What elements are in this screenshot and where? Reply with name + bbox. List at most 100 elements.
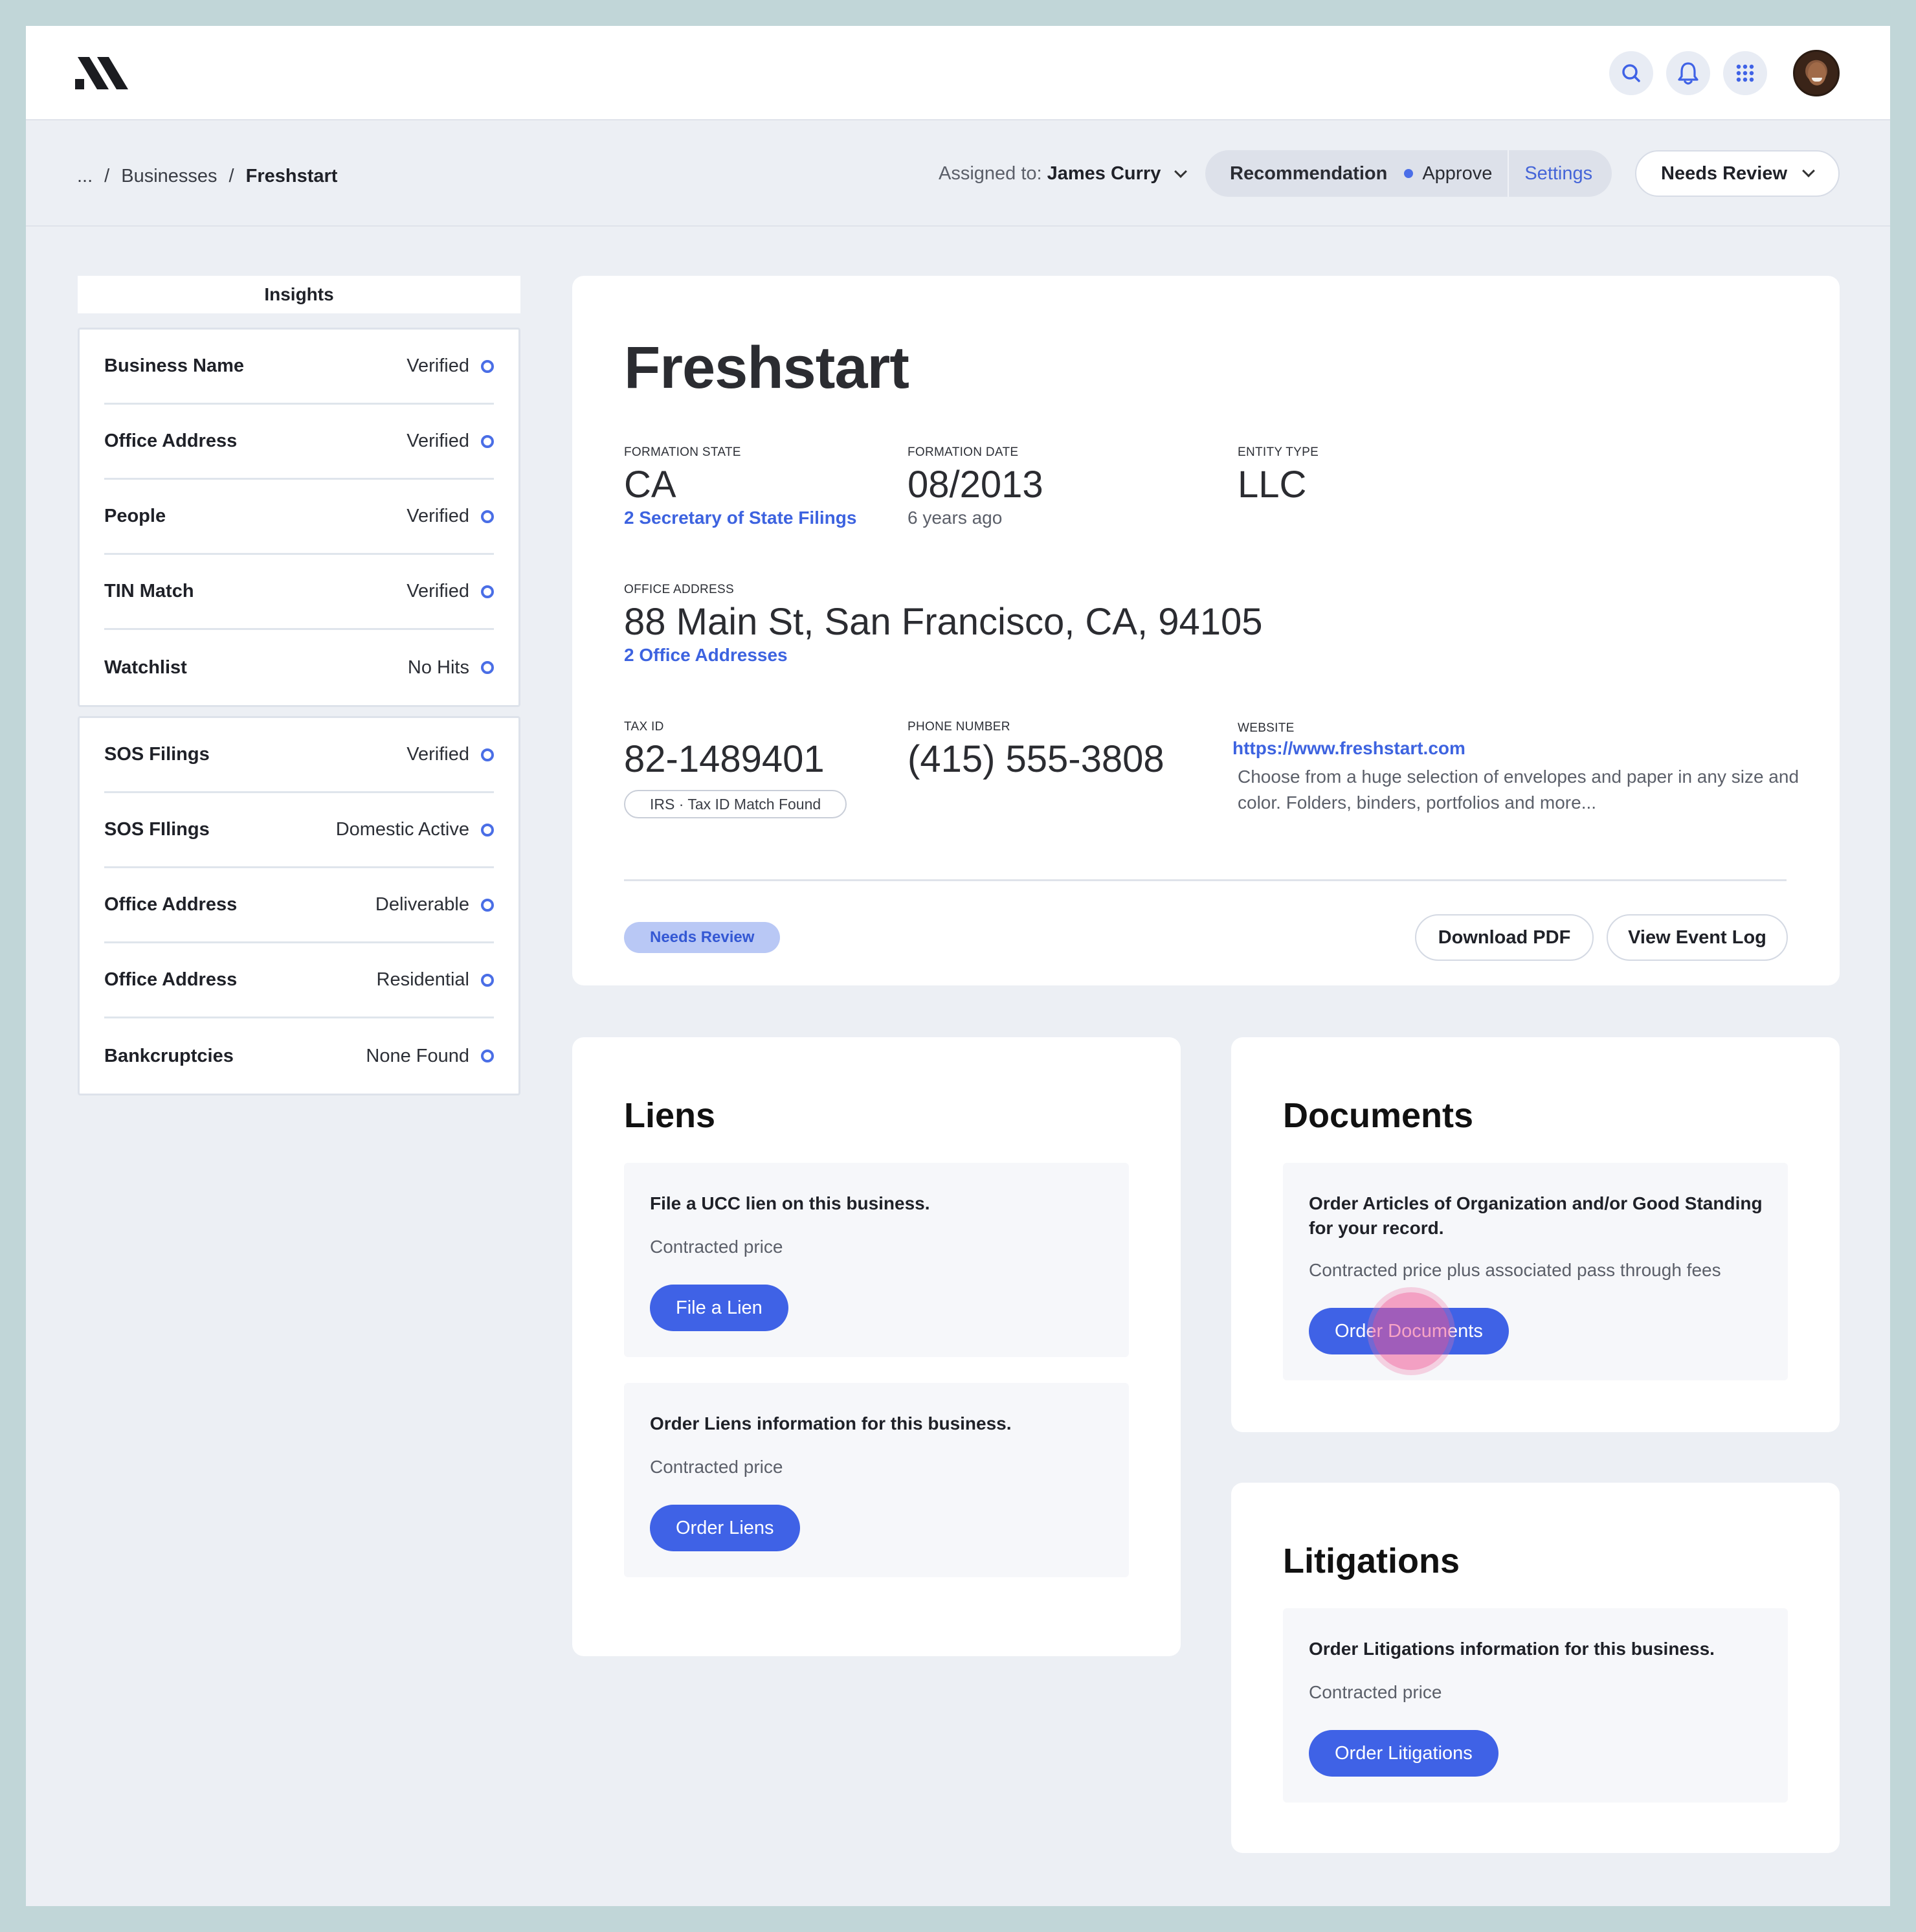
insight-status: Residential bbox=[377, 969, 494, 991]
assigned-to-dropdown[interactable]: Assigned to: James Curry bbox=[939, 163, 1188, 185]
insight-value: No Hits bbox=[407, 657, 469, 678]
logo-icon[interactable] bbox=[75, 57, 131, 89]
recommendation-value: Approve bbox=[1422, 163, 1493, 184]
panel-heading: Order Liens information for this busines… bbox=[650, 1413, 1012, 1433]
status-ring-icon bbox=[481, 510, 494, 523]
sub-header: ... / Businesses / Freshstart Assigned t… bbox=[26, 120, 1890, 227]
tin-match-pill: IRS · Tax ID Match Found bbox=[624, 790, 847, 818]
insight-row[interactable]: SOS Filings Verified bbox=[104, 718, 494, 793]
insight-row[interactable]: TIN Match Verified bbox=[104, 555, 494, 630]
insight-row[interactable]: Office Address Deliverable bbox=[104, 868, 494, 943]
formation-date-field: Formation Date 08/2013 6 years ago bbox=[908, 445, 1043, 528]
insight-status: Verified bbox=[407, 744, 494, 765]
download-pdf-button[interactable]: Download PDF bbox=[1415, 914, 1594, 961]
order-litigations-panel: Order Litigations information for this b… bbox=[1283, 1608, 1788, 1803]
liens-card: Liens File a UCC lien on this business. … bbox=[572, 1037, 1181, 1656]
insight-label: Bankcruptcies bbox=[104, 1045, 234, 1066]
litigations-card: Litigations Order Litigations informatio… bbox=[1231, 1483, 1840, 1853]
breadcrumb-ellipsis[interactable]: ... bbox=[77, 166, 93, 186]
insight-status: Domestic Active bbox=[336, 819, 494, 840]
order-liens-panel: Order Liens information for this busines… bbox=[624, 1383, 1129, 1577]
insight-row[interactable]: Office Address Verified bbox=[104, 405, 494, 480]
insight-value: Verified bbox=[407, 506, 469, 526]
click-indicator bbox=[1372, 1292, 1450, 1370]
recommendation-bar: Recommendation Approve Settings bbox=[1205, 150, 1612, 197]
settings-link[interactable]: Settings bbox=[1524, 163, 1593, 184]
insight-row[interactable]: Business Name Verified bbox=[104, 330, 494, 405]
formation-date-relative: 6 years ago bbox=[908, 508, 1003, 528]
avatar-face bbox=[1808, 62, 1826, 85]
search-button[interactable] bbox=[1609, 51, 1653, 95]
insight-label: SOS FIlings bbox=[104, 819, 210, 840]
insight-label: TIN Match bbox=[104, 581, 194, 601]
insight-status: No Hits bbox=[408, 657, 494, 679]
insight-label: Office Address bbox=[104, 969, 238, 990]
status-dropdown-value: Needs Review bbox=[1661, 163, 1788, 184]
insight-value: Domestic Active bbox=[335, 819, 469, 840]
website-link[interactable]: https://www.freshstart.com bbox=[1232, 738, 1465, 758]
field-caption: Formation Date bbox=[908, 445, 1019, 459]
status-ring-icon bbox=[481, 359, 494, 373]
litigations-title: Litigations bbox=[1283, 1542, 1460, 1580]
apps-button[interactable] bbox=[1723, 51, 1767, 95]
phone-value: (415) 555-3808 bbox=[908, 738, 1164, 780]
assigned-name: James Curry bbox=[1047, 163, 1161, 184]
order-liens-button[interactable]: Order Liens bbox=[650, 1505, 800, 1551]
status-ring-icon bbox=[481, 748, 494, 761]
status-ring-icon bbox=[481, 1050, 494, 1062]
assigned-label: Assigned to: bbox=[939, 163, 1042, 184]
sos-filings-link[interactable]: 2 Secretary of State Filings bbox=[624, 508, 857, 528]
chevron-down-icon bbox=[1802, 164, 1815, 177]
field-caption: Tax ID bbox=[624, 720, 664, 734]
insight-status: Verified bbox=[407, 431, 494, 452]
insight-row[interactable]: SOS FIlings Domestic Active bbox=[104, 793, 494, 868]
status-ring-icon bbox=[481, 585, 494, 598]
chevron-down-icon bbox=[1174, 164, 1188, 178]
website-description: Choose from a huge selection of envelope… bbox=[1238, 767, 1799, 813]
business-summary-card: Freshstart Formation State CA 2 Secretar… bbox=[572, 276, 1840, 985]
insight-value: Deliverable bbox=[375, 894, 469, 915]
breadcrumb: ... / Businesses / Freshstart bbox=[77, 166, 337, 187]
entity-type-field: Entity Type LLC bbox=[1238, 445, 1319, 506]
card-divider bbox=[624, 879, 1787, 881]
status-dropdown[interactable]: Needs Review bbox=[1635, 150, 1840, 197]
office-addresses-link[interactable]: 2 Office Addresses bbox=[624, 645, 788, 665]
file-lien-button[interactable]: File a Lien bbox=[650, 1285, 788, 1331]
documents-card: Documents Order Articles of Organization… bbox=[1231, 1037, 1840, 1432]
breadcrumb-current: Freshstart bbox=[245, 166, 338, 186]
field-caption: Phone Number bbox=[908, 720, 1010, 734]
avatar-smile bbox=[1812, 78, 1822, 82]
recommendation-divider bbox=[1508, 150, 1509, 197]
formation-state-value: CA bbox=[624, 464, 676, 506]
bell-icon bbox=[1678, 62, 1699, 85]
panel-price: Contracted price bbox=[650, 1237, 783, 1257]
panel-price: Contracted price bbox=[1309, 1682, 1442, 1702]
insight-row[interactable]: Watchlist No Hits bbox=[104, 630, 494, 705]
search-icon bbox=[1622, 64, 1640, 82]
insights-group-identity: Business Name Verified Office Address Ve… bbox=[78, 328, 520, 707]
insight-label: People bbox=[104, 506, 166, 526]
tax-id-value: 82-1489401 bbox=[624, 738, 825, 780]
status-badge: Needs Review bbox=[624, 922, 781, 953]
insight-row[interactable]: Office Address Residential bbox=[104, 943, 494, 1018]
insight-value: Verified bbox=[407, 355, 469, 376]
insight-status: Verified bbox=[407, 581, 494, 602]
status-ring-icon bbox=[481, 898, 494, 912]
insight-row[interactable]: People Verified bbox=[104, 480, 494, 555]
notifications-button[interactable] bbox=[1666, 51, 1710, 95]
liens-title: Liens bbox=[624, 1096, 716, 1135]
insight-label: Office Address bbox=[104, 431, 238, 451]
avatar[interactable] bbox=[1793, 50, 1840, 96]
breadcrumb-businesses[interactable]: Businesses bbox=[121, 166, 217, 186]
insight-row[interactable]: Bankcruptcies None Found bbox=[104, 1018, 494, 1094]
insight-value: Verified bbox=[407, 744, 469, 765]
status-dot-icon bbox=[1404, 169, 1414, 178]
website-field: Website https://www.freshstart.com Choos… bbox=[1232, 721, 1807, 816]
view-event-log-button[interactable]: View Event Log bbox=[1607, 914, 1788, 961]
order-documents-panel: Order Articles of Organization and/or Go… bbox=[1283, 1163, 1788, 1380]
documents-title: Documents bbox=[1283, 1096, 1474, 1135]
office-address-field: Office Address 88 Main St, San Francisco… bbox=[624, 583, 1263, 666]
insight-label: Business Name bbox=[104, 355, 244, 376]
panel-price: Contracted price plus associated pass th… bbox=[1309, 1260, 1721, 1280]
order-litigations-button[interactable]: Order Litigations bbox=[1309, 1730, 1498, 1777]
